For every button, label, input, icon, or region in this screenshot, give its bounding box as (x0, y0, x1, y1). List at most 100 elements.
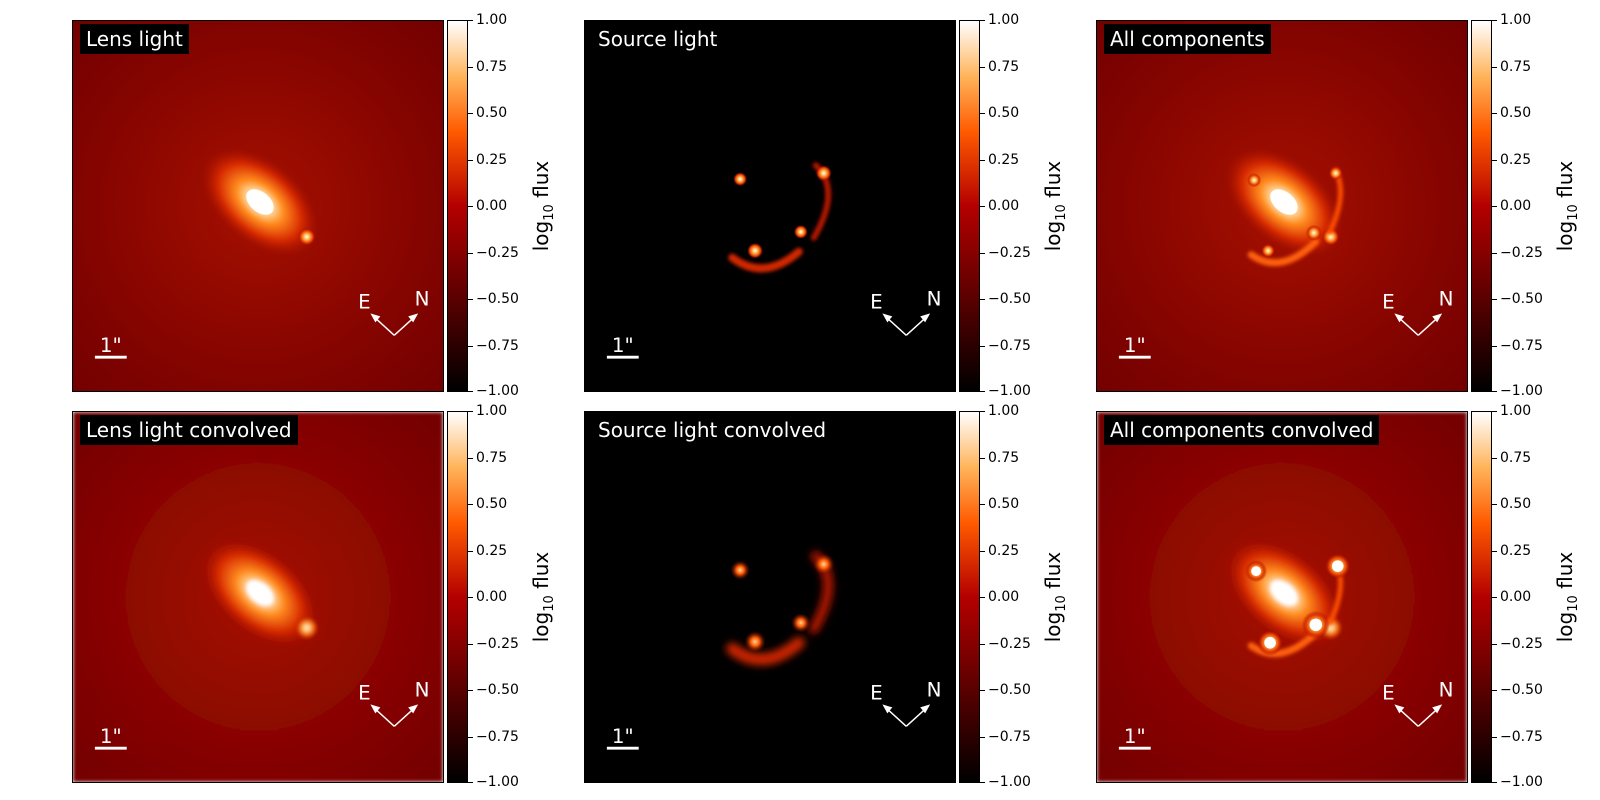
colorbar-tick-label: −0.50 (476, 291, 519, 307)
lens-core (1270, 189, 1298, 215)
colorbar-tick-label: −0.75 (476, 337, 519, 354)
colorbar-label: log10 flux (529, 551, 557, 643)
colorbar-ticks: 1.00 0.75 0.50 0.25 0.00 −0.25 −0.50 −0.75 −1.00 (1492, 403, 1582, 790)
panel-source-light-convolved: 1" E N Source light convolved (584, 411, 956, 783)
colorbar (447, 20, 468, 392)
source-image-4 (744, 630, 767, 653)
colorbar-ticks: 1.00 0.75 0.50 0.25 0.00 −0.25 −0.50 −0.75 −1.00 (980, 403, 1070, 790)
colorbar-tick-label: −1.00 (476, 383, 519, 399)
panel-lens-light: 1" E N Lens light (72, 20, 444, 392)
colorbar-ticks: 1.00 0.75 0.50 0.25 0.00 −0.25 −0.50 −0.75 −1.00 (468, 403, 558, 790)
colorbar-tick-label: −0.50 (1500, 682, 1543, 698)
colorbar-tick-label: 0.75 (1500, 58, 1532, 75)
colorbar-label: log10 flux (529, 160, 557, 252)
colorbar-tick-label: −1.00 (988, 383, 1031, 399)
colorbar-tick-label: 0.50 (988, 496, 1020, 512)
colorbar-tick-label: −1.00 (1500, 774, 1543, 790)
dark-background (585, 21, 955, 391)
colorbar-tick-label: −1.00 (988, 774, 1031, 790)
lens-core (1270, 580, 1298, 606)
colorbar-tick-label: −0.25 (476, 244, 519, 261)
lens-core (246, 189, 274, 215)
dark-background (585, 412, 955, 782)
arc-lower (1247, 238, 1320, 267)
colorbar-ticks: 1.00 0.75 0.50 0.25 0.00 −0.25 −0.50 −0.75 −1.00 (468, 12, 558, 399)
colorbar (959, 411, 980, 783)
lensed-image-core-1 (1251, 566, 1262, 577)
panel-title: Source light (592, 24, 724, 54)
colorbar-tick-label: −1.00 (1500, 383, 1543, 399)
colorbar (959, 20, 980, 392)
panel-image (1097, 412, 1467, 782)
source-image-1 (733, 172, 748, 187)
colorbar-label: log10 flux (1041, 160, 1069, 252)
colorbar-tick-label: 0.25 (1500, 151, 1532, 168)
colorbar-ticks: 1.00 0.75 0.50 0.25 0.00 −0.25 −0.50 −0.75 −1.00 (980, 12, 1070, 399)
source-image-1 (730, 560, 751, 581)
source-image-3 (790, 612, 811, 633)
source-arc-lower (726, 636, 805, 666)
source-image-2 (815, 165, 832, 182)
colorbar-tick-label: 0.75 (476, 58, 508, 75)
panel-all-components-convolved: 1" E N All components convolved (1096, 411, 1468, 783)
colorbar-tick-label: 1.00 (1500, 12, 1532, 28)
colorbar-tick-label: −0.75 (1500, 337, 1543, 354)
panel-title: Source light convolved (592, 415, 833, 445)
lens-companion (1321, 227, 1340, 246)
colorbar-tick-label: 1.00 (988, 12, 1020, 28)
colorbar-tick-label: 0.75 (1500, 449, 1532, 466)
colorbar-tick-label: 0.00 (476, 198, 508, 214)
colorbar (1471, 20, 1492, 392)
colorbar (447, 411, 468, 783)
colorbar-tick-label: 0.25 (1500, 542, 1532, 559)
lensed-image-3 (1305, 224, 1322, 241)
lensed-image-core-3 (1309, 618, 1323, 632)
colorbar-tick-label: −0.75 (1500, 728, 1543, 745)
colorbar-tick-label: 0.50 (476, 105, 508, 121)
colorbar-tick-label: 0.00 (988, 589, 1020, 605)
colorbar-tick-label: 0.75 (988, 449, 1020, 466)
lensed-image-4 (1261, 243, 1276, 258)
colorbar-tick-label: −0.75 (476, 728, 519, 745)
colorbar-tick-label: 0.50 (988, 105, 1020, 121)
lens-companion (294, 615, 319, 640)
lens-companion (297, 227, 316, 246)
panel-title: All components convolved (1104, 415, 1380, 445)
colorbar-tick-label: −0.25 (988, 244, 1031, 261)
colorbar-tick-label: 0.75 (988, 58, 1020, 75)
colorbar-tick-label: −0.75 (988, 337, 1031, 354)
colorbar-tick-label: −0.50 (988, 682, 1031, 698)
panel-all-components: 1" E N All components (1096, 20, 1468, 392)
panel-image (1097, 21, 1467, 391)
colorbar-label: log10 flux (1041, 551, 1069, 643)
colorbar-tick-label: 0.25 (988, 151, 1020, 168)
panel-title: Lens light convolved (80, 415, 298, 445)
panel-image (585, 21, 955, 391)
colorbar-ticks: 1.00 0.75 0.50 0.25 0.00 −0.25 −0.50 −0.75 −1.00 (1492, 12, 1582, 399)
panel-source-light: 1" E N Source light (584, 20, 956, 392)
colorbar-tick-label: 1.00 (988, 403, 1020, 419)
colorbar-tick-label: −1.00 (476, 774, 519, 790)
colorbar-tick-label: 0.00 (476, 589, 508, 605)
colorbar-tick-label: −0.25 (1500, 635, 1543, 652)
colorbar-tick-label: 0.25 (988, 542, 1020, 559)
colorbar-tick-label: −0.25 (988, 635, 1031, 652)
lensed-image-core-4 (1264, 636, 1276, 649)
colorbar-tick-label: 0.50 (476, 496, 508, 512)
colorbar-tick-label: −0.75 (988, 728, 1031, 745)
colorbar-tick-label: 0.50 (1500, 105, 1532, 121)
colorbar-label: log10 flux (1553, 551, 1581, 643)
colorbar-tick-label: 0.50 (1500, 496, 1532, 512)
source-arc-lower (728, 247, 803, 273)
panel-title: All components (1104, 24, 1271, 54)
source-image-3 (793, 224, 808, 239)
lensed-image-1 (1247, 173, 1262, 188)
colorbar-tick-label: −0.25 (1500, 244, 1543, 261)
colorbar-tick-label: −0.50 (1500, 291, 1543, 307)
panel-image (585, 412, 955, 782)
source-image-4 (747, 242, 764, 259)
colorbar-tick-label: −0.50 (988, 291, 1031, 307)
panel-lens-light-convolved: 1" E N Lens light convolved (72, 411, 444, 783)
panel-image (73, 412, 443, 782)
colorbar-tick-label: −0.50 (476, 682, 519, 698)
